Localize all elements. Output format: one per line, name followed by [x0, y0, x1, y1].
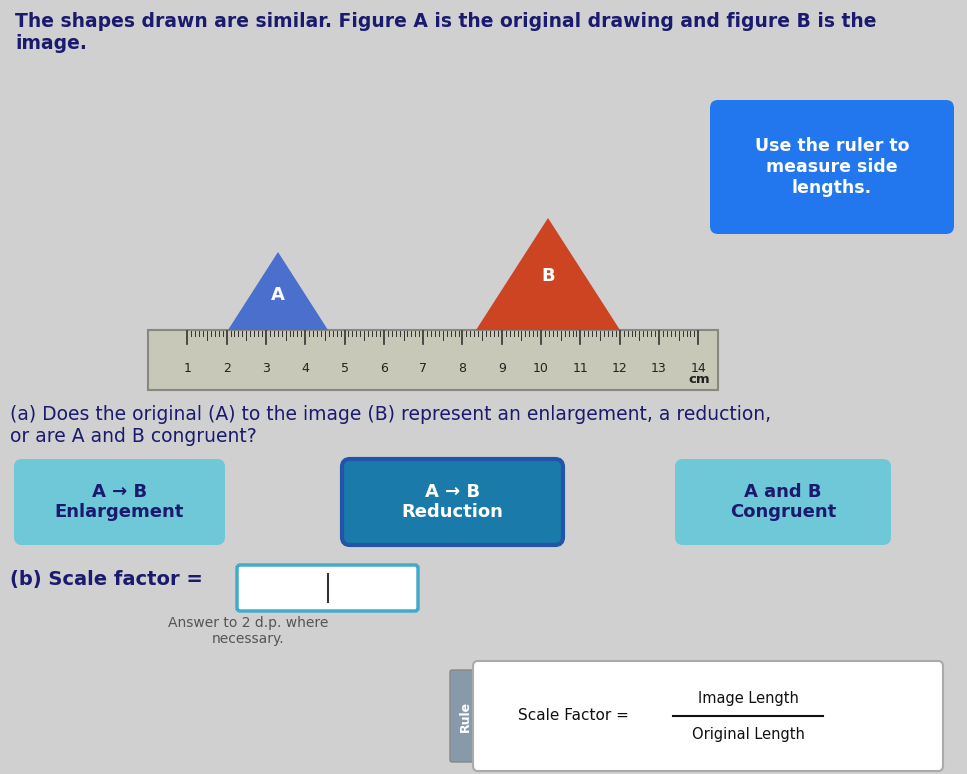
Text: A → B
Enlargement: A → B Enlargement: [55, 483, 184, 522]
Text: The shapes drawn are similar. Figure A is the original drawing and figure B is t: The shapes drawn are similar. Figure A i…: [15, 12, 876, 53]
FancyBboxPatch shape: [710, 100, 954, 234]
Text: A: A: [271, 286, 285, 304]
Text: 6: 6: [380, 362, 388, 375]
Polygon shape: [228, 252, 328, 330]
Text: 5: 5: [340, 362, 348, 375]
Text: 13: 13: [651, 362, 667, 375]
Text: A → B
Reduction: A → B Reduction: [401, 483, 504, 522]
Text: 7: 7: [419, 362, 427, 375]
Polygon shape: [476, 218, 620, 330]
Text: 14: 14: [690, 362, 706, 375]
Text: Original Length: Original Length: [691, 727, 805, 741]
Text: 4: 4: [302, 362, 309, 375]
Text: 1: 1: [184, 362, 191, 375]
Text: 11: 11: [572, 362, 588, 375]
Polygon shape: [148, 330, 718, 390]
Text: 8: 8: [458, 362, 466, 375]
Text: 10: 10: [533, 362, 549, 375]
Text: Rule: Rule: [458, 700, 472, 731]
FancyBboxPatch shape: [473, 661, 943, 771]
Text: A and B
Congruent: A and B Congruent: [730, 483, 836, 522]
Text: 2: 2: [222, 362, 230, 375]
Text: Use the ruler to
measure side
lengths.: Use the ruler to measure side lengths.: [755, 137, 909, 197]
Text: 12: 12: [612, 362, 628, 375]
FancyBboxPatch shape: [237, 565, 418, 611]
Text: (a) Does the original (A) to the image (B) represent an enlargement, a reduction: (a) Does the original (A) to the image (…: [10, 405, 771, 446]
FancyBboxPatch shape: [342, 459, 563, 545]
Text: (b) Scale factor =: (b) Scale factor =: [10, 570, 203, 589]
Text: 3: 3: [262, 362, 270, 375]
Text: Image Length: Image Length: [697, 690, 799, 705]
Text: 9: 9: [498, 362, 506, 375]
Text: Answer to 2 d.p. where
necessary.: Answer to 2 d.p. where necessary.: [168, 616, 328, 646]
FancyBboxPatch shape: [14, 459, 225, 545]
Text: cm: cm: [689, 373, 710, 386]
Text: B: B: [542, 267, 555, 286]
FancyBboxPatch shape: [675, 459, 891, 545]
Text: Scale Factor =: Scale Factor =: [517, 708, 629, 724]
FancyBboxPatch shape: [450, 670, 480, 762]
